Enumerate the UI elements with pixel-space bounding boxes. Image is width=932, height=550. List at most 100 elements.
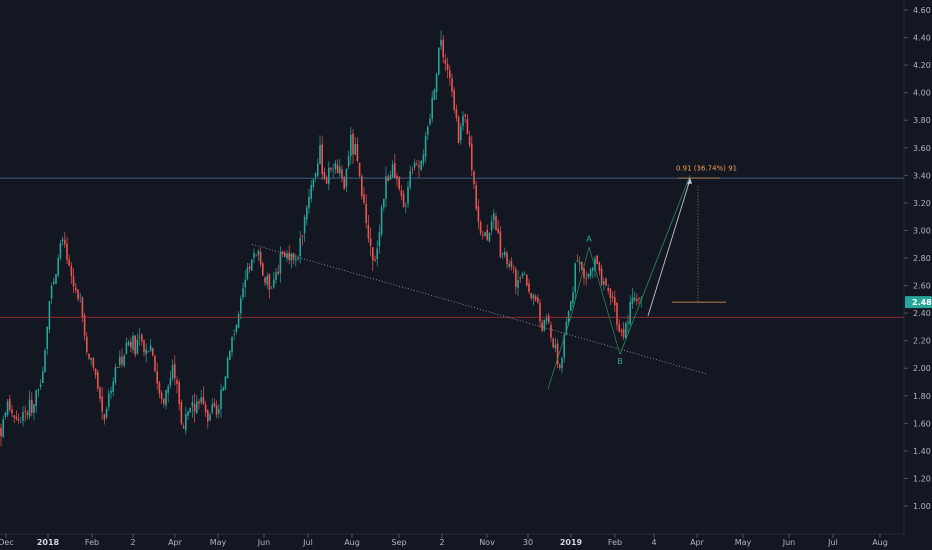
x-tick-label: Jun	[782, 538, 796, 547]
y-tick-label: 4.00	[913, 89, 931, 98]
candle-body	[510, 261, 513, 267]
y-tick-label: 2.80	[913, 254, 931, 263]
candle-body	[2, 419, 4, 437]
candle-body	[264, 277, 266, 284]
candle-body	[158, 382, 161, 394]
candle-body	[453, 90, 455, 110]
candle-body	[231, 336, 233, 353]
candle-body	[589, 269, 592, 277]
candle-body	[471, 143, 473, 170]
x-tick-label: Apr	[168, 538, 183, 547]
projection-drawing[interactable]	[547, 175, 726, 389]
candle-body	[22, 411, 24, 421]
candle-body	[4, 412, 7, 417]
candle-body	[281, 251, 284, 255]
candle-body	[28, 399, 31, 417]
candle-body	[460, 126, 462, 141]
candle-body	[611, 296, 614, 298]
candle-body	[363, 194, 365, 203]
candle-body	[200, 397, 202, 403]
candle-body	[226, 357, 229, 379]
candle-body	[633, 297, 636, 301]
candle-body	[70, 265, 73, 277]
candle-body	[152, 348, 154, 356]
candle-body	[290, 253, 293, 261]
descending-trendline[interactable]	[251, 243, 707, 375]
candle-body	[427, 126, 429, 135]
candle-body	[165, 390, 167, 406]
candle-body	[257, 250, 260, 256]
candle-body	[598, 262, 601, 271]
candle-body	[482, 234, 484, 236]
candle-body	[303, 217, 306, 234]
y-tick-label: 4.60	[913, 6, 931, 15]
candle-body	[147, 351, 150, 352]
candle-body	[442, 39, 444, 58]
candle-body	[50, 285, 53, 299]
candle-body	[603, 281, 605, 285]
candle-body	[372, 247, 374, 261]
candle-body	[306, 207, 308, 220]
x-tick-label: May	[210, 538, 227, 547]
candle-body	[178, 382, 180, 404]
candle-body	[94, 368, 97, 375]
candle-body	[55, 274, 57, 285]
candle-body	[521, 274, 524, 277]
candle-body	[9, 398, 11, 410]
candle-body	[222, 387, 224, 391]
candle-body	[418, 165, 420, 168]
candle-body	[581, 261, 583, 271]
candle-body	[383, 198, 385, 208]
candle-body	[339, 166, 341, 174]
candle-body	[585, 278, 587, 280]
candle-body	[209, 414, 211, 421]
candle-body	[273, 279, 275, 288]
candle-body	[251, 259, 253, 271]
candle-body	[420, 160, 422, 170]
candle-body	[440, 39, 442, 46]
candle-body	[605, 279, 607, 286]
candle-body	[504, 251, 506, 256]
candle-body	[330, 167, 332, 170]
candle-body	[466, 118, 469, 134]
candle-body	[587, 273, 590, 278]
x-tick-label: Nov	[479, 538, 495, 547]
candle-body	[583, 268, 585, 278]
candle-body	[235, 325, 238, 333]
candle-body	[607, 288, 609, 291]
candle-body	[99, 387, 101, 399]
y-axis[interactable]: 1.00 1.20 1.40 1.60 1.80 2.00 2.20 2.40 2.60 2.80…	[903, 0, 931, 534]
candle-body	[622, 329, 625, 338]
candle-body	[398, 176, 400, 190]
x-axis[interactable]: Dec 2018 Feb 2 Apr May Jun Jul Aug Sep 2 Nov 30 2019 F…	[0, 533, 904, 547]
candle-body	[270, 287, 273, 289]
candle-body	[578, 261, 581, 265]
candle-body	[301, 235, 304, 237]
candle-body	[134, 335, 136, 355]
candle-body	[616, 302, 618, 325]
candle-body	[341, 169, 343, 179]
candle-body	[627, 321, 629, 324]
candle-body	[20, 421, 22, 423]
candle-body	[319, 144, 321, 164]
candle-body	[629, 301, 631, 325]
candle-body	[130, 341, 132, 348]
candle-body	[6, 401, 9, 415]
candle-body	[391, 164, 394, 178]
candle-body	[44, 350, 46, 372]
candle-body	[416, 164, 418, 165]
candle-body	[185, 414, 187, 431]
candle-body	[446, 64, 449, 70]
candle-body	[39, 384, 42, 387]
candle-body	[253, 252, 255, 259]
candle-body	[202, 396, 205, 405]
candle-body	[279, 253, 282, 274]
candle-body	[189, 407, 191, 413]
candle-body	[537, 297, 539, 303]
candle-body	[17, 419, 20, 421]
y-tick-label: 1.00	[913, 502, 931, 511]
candle-body	[163, 398, 165, 404]
candle-body	[361, 175, 363, 197]
candle-body	[33, 404, 35, 413]
